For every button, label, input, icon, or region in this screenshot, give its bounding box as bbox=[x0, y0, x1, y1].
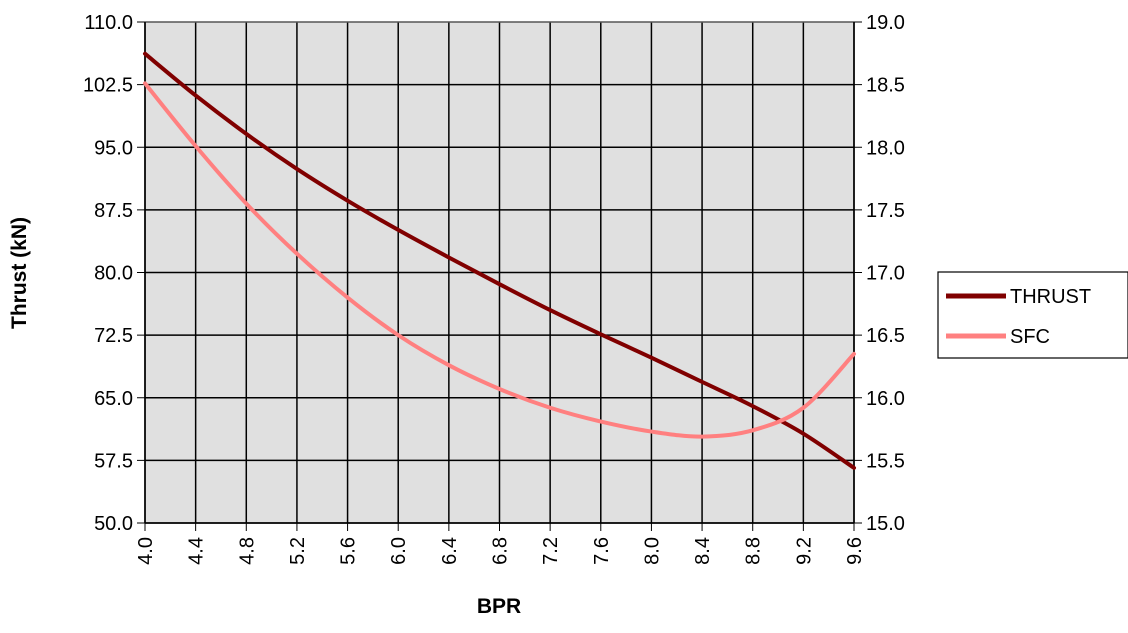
y2-tick-label: 18.0 bbox=[866, 137, 905, 159]
x-tick-label: 8.4 bbox=[692, 537, 714, 565]
y2-tick-label: 15.0 bbox=[866, 513, 905, 535]
y2-tick-label: 15.5 bbox=[866, 450, 905, 472]
series-line-thrust bbox=[143, 51, 856, 470]
x-tick-label: 8.8 bbox=[743, 537, 765, 565]
y-tick-label: 50.0 bbox=[94, 513, 133, 535]
series-layer bbox=[143, 51, 856, 470]
y2-tick-label: 19.0 bbox=[866, 12, 905, 34]
x-tick-label: 6.8 bbox=[490, 537, 512, 565]
x-tick-label: 9.2 bbox=[793, 537, 815, 565]
x-tick-label: 5.6 bbox=[338, 537, 360, 565]
y-tick-label: 110.0 bbox=[84, 12, 133, 34]
y2-tick-label: 17.5 bbox=[866, 200, 905, 222]
x-tick-label: 7.2 bbox=[540, 537, 562, 565]
y-axis-label: Thrust (kN) bbox=[8, 217, 31, 329]
x-tick-label: 5.2 bbox=[287, 537, 309, 565]
legend: THRUST SFC bbox=[937, 271, 1128, 359]
x-tick-label: 6.0 bbox=[388, 537, 410, 565]
y-tick-label: 80.0 bbox=[94, 263, 133, 285]
y-tick-label: 65.0 bbox=[94, 388, 133, 410]
y2-tick-label: 18.5 bbox=[866, 75, 905, 97]
x-tick-label: 6.4 bbox=[439, 537, 461, 565]
y-tick-label: 72.5 bbox=[94, 325, 133, 347]
y2-tick-label: 17.0 bbox=[866, 263, 905, 285]
legend-label-thrust: THRUST bbox=[1010, 286, 1091, 308]
x-tick-label: 4.8 bbox=[236, 537, 258, 565]
x-tick-label: 9.6 bbox=[844, 537, 866, 565]
y-tick-label: 87.5 bbox=[94, 200, 133, 222]
y2-tick-label: 16.5 bbox=[866, 325, 905, 347]
y-tick-label: 57.5 bbox=[94, 450, 133, 472]
axes: 50.0 57.5 65.0 72.5 80.0 87.5 95.0 102.5 110.0 15… bbox=[83, 12, 905, 565]
y2-tick-label: 16.0 bbox=[866, 388, 905, 410]
x-tick-label: 4.0 bbox=[135, 537, 157, 565]
series-line-sfc bbox=[143, 81, 856, 439]
y-tick-label: 95.0 bbox=[94, 137, 133, 159]
y-tick-label: 102.5 bbox=[83, 75, 133, 97]
x-axis-label: BPR bbox=[477, 595, 521, 618]
x-tick-label: 4.4 bbox=[186, 537, 208, 565]
x-tick-label: 8.0 bbox=[641, 537, 663, 565]
x-tick-label: 7.6 bbox=[591, 537, 613, 565]
legend-label-sfc: SFC bbox=[1010, 326, 1050, 348]
legend-box bbox=[937, 271, 1128, 359]
